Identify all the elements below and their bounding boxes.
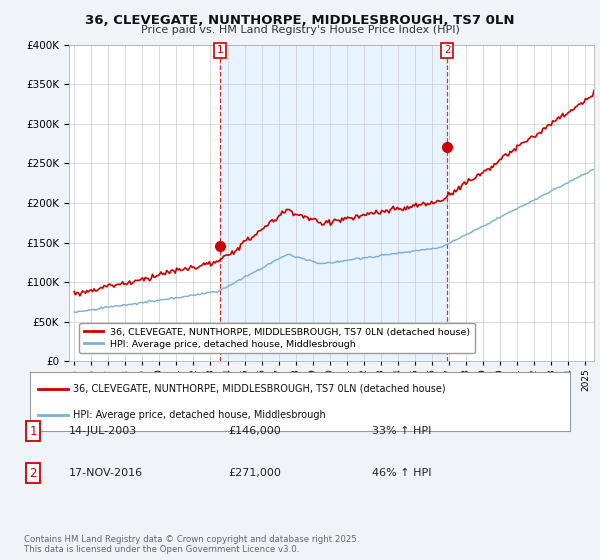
Text: 33% ↑ HPI: 33% ↑ HPI (372, 426, 431, 436)
Text: Price paid vs. HM Land Registry's House Price Index (HPI): Price paid vs. HM Land Registry's House … (140, 25, 460, 35)
Text: 2: 2 (29, 466, 37, 480)
Text: Contains HM Land Registry data © Crown copyright and database right 2025.
This d: Contains HM Land Registry data © Crown c… (24, 535, 359, 554)
Text: 36, CLEVEGATE, NUNTHORPE, MIDDLESBROUGH, TS7 0LN (detached house): 36, CLEVEGATE, NUNTHORPE, MIDDLESBROUGH,… (73, 384, 446, 394)
Text: 17-NOV-2016: 17-NOV-2016 (69, 468, 143, 478)
Text: 14-JUL-2003: 14-JUL-2003 (69, 426, 137, 436)
Bar (220, 45, 447, 361)
Text: HPI: Average price, detached house, Middlesbrough: HPI: Average price, detached house, Midd… (73, 410, 326, 420)
Text: £146,000: £146,000 (228, 426, 281, 436)
Legend: 36, CLEVEGATE, NUNTHORPE, MIDDLESBROUGH, TS7 0LN (detached house), HPI: Average : 36, CLEVEGATE, NUNTHORPE, MIDDLESBROUGH,… (79, 323, 475, 353)
Text: 1: 1 (217, 45, 223, 55)
Text: 36, CLEVEGATE, NUNTHORPE, MIDDLESBROUGH, TS7 0LN: 36, CLEVEGATE, NUNTHORPE, MIDDLESBROUGH,… (85, 14, 515, 27)
Text: 2: 2 (444, 45, 451, 55)
Text: £271,000: £271,000 (228, 468, 281, 478)
Text: 46% ↑ HPI: 46% ↑ HPI (372, 468, 431, 478)
Text: 1: 1 (29, 424, 37, 438)
